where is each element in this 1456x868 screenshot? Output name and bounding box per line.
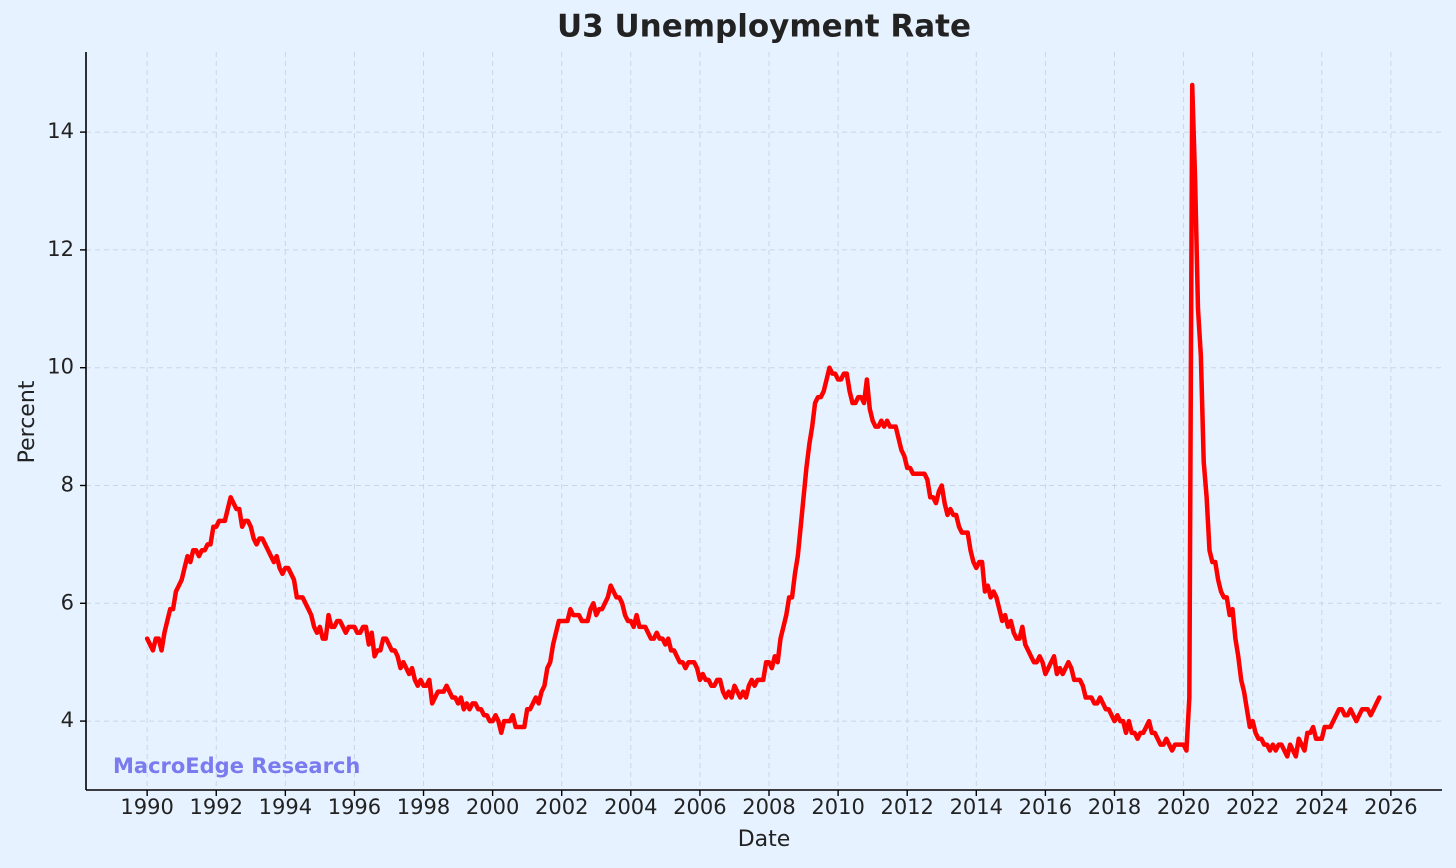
data-line	[144, 82, 1382, 759]
chart-title: U3 Unemployment Rate	[557, 9, 971, 45]
x-tick-label: 2016	[1019, 795, 1072, 819]
x-tick-label: 2026	[1364, 795, 1417, 819]
y-tick-label: 10	[47, 355, 74, 379]
x-tick-label: 2014	[950, 795, 1003, 819]
x-tick-label: 1994	[259, 795, 312, 819]
y-tick-label: 14	[47, 119, 74, 143]
x-tick-label: 2002	[535, 795, 588, 819]
x-tick-label: 2024	[1295, 795, 1348, 819]
x-tick-label: 1996	[328, 795, 381, 819]
x-axis-label: Date	[738, 827, 791, 852]
x-tick-label: 2000	[466, 795, 519, 819]
x-tick-label: 2020	[1157, 795, 1210, 819]
x-tick-label: 1990	[120, 795, 173, 819]
x-tick-label: 1992	[190, 795, 243, 819]
x-tick-label: 2018	[1088, 795, 1141, 819]
x-tick-label: 2004	[604, 795, 657, 819]
x-tick-label: 2022	[1226, 795, 1279, 819]
x-tick-label: 1998	[397, 795, 450, 819]
y-tick-label: 12	[47, 237, 74, 261]
y-tick-label: 8	[61, 472, 74, 496]
y-tick-label: 4	[61, 708, 74, 732]
y-tick-label: 6	[61, 590, 74, 614]
watermark: MacroEdge Research	[113, 754, 360, 778]
y-axis-label: Percent	[15, 380, 40, 463]
x-tick-label: 2010	[811, 795, 864, 819]
x-tick-label: 2012	[880, 795, 933, 819]
x-tick-label: 2006	[673, 795, 726, 819]
x-tick-label: 2008	[742, 795, 795, 819]
